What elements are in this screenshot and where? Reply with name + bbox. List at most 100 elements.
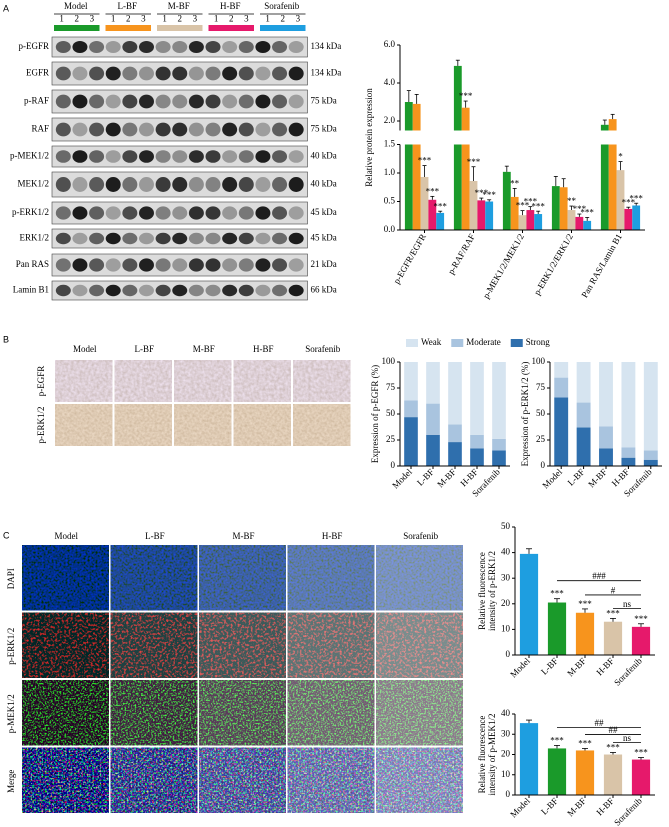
significance-label: *** bbox=[578, 738, 592, 748]
blot-band bbox=[89, 284, 105, 297]
lane-label: 3 bbox=[90, 14, 95, 24]
blot-band bbox=[188, 232, 204, 245]
group-label: L-BF bbox=[117, 1, 137, 11]
blot-band bbox=[172, 94, 188, 109]
blot-band bbox=[55, 94, 71, 109]
blot-band bbox=[238, 206, 254, 220]
bar bbox=[470, 434, 484, 449]
fluorescence-image bbox=[199, 612, 286, 678]
blot-band bbox=[238, 284, 254, 297]
ihc-column-label: Sorafenib bbox=[305, 344, 340, 354]
blot-size-label: 75 kDa bbox=[311, 124, 337, 134]
bar bbox=[554, 397, 569, 466]
blot-band bbox=[222, 122, 238, 137]
blot-band bbox=[255, 94, 271, 109]
blot-band bbox=[89, 41, 105, 53]
blot-band bbox=[288, 94, 304, 109]
blot-band bbox=[288, 41, 304, 53]
y-tick-label: 75 bbox=[386, 382, 396, 392]
fluorescence-image bbox=[376, 747, 463, 813]
blot-row-label: p-ERK1/2 bbox=[12, 207, 49, 217]
y-tick-label: 50 bbox=[501, 521, 511, 531]
significance-label: *** bbox=[531, 201, 545, 211]
ihc-image bbox=[233, 404, 291, 446]
bar bbox=[643, 459, 658, 466]
fluorescence-image bbox=[199, 680, 286, 746]
bar bbox=[426, 403, 440, 435]
bar bbox=[624, 208, 633, 230]
blot-band bbox=[55, 232, 71, 245]
blot-band bbox=[122, 258, 138, 272]
blot-band bbox=[188, 206, 204, 220]
bar bbox=[404, 417, 418, 466]
legend-label: Weak bbox=[421, 337, 442, 347]
ihc-image bbox=[114, 404, 172, 446]
blot-band bbox=[55, 41, 71, 53]
fluorescence-column-label: Model bbox=[55, 531, 79, 541]
lane-label: 2 bbox=[229, 14, 234, 24]
blot-band bbox=[188, 41, 204, 53]
fluorescence-image bbox=[199, 747, 286, 813]
blot-band bbox=[222, 41, 238, 53]
significance-label: *** bbox=[578, 599, 592, 609]
ihc-image bbox=[174, 404, 232, 446]
x-tick-label: M-BF bbox=[586, 467, 609, 490]
blot-band bbox=[122, 122, 138, 137]
y-axis-label: Expression of p-EGFR (%) bbox=[370, 365, 380, 463]
blot-band bbox=[172, 41, 188, 53]
blot-band bbox=[205, 150, 221, 163]
fluorescence-image bbox=[22, 545, 109, 611]
blot-band bbox=[55, 150, 71, 163]
bar bbox=[632, 205, 641, 230]
blot-band bbox=[155, 94, 171, 109]
blot-row-label: MEK1/2 bbox=[18, 179, 50, 189]
fluorescence-image bbox=[287, 612, 375, 678]
y-tick-label: 4.0 bbox=[384, 77, 396, 87]
lane-label: 3 bbox=[244, 14, 249, 24]
fluorescence-image bbox=[287, 747, 375, 813]
blot-band bbox=[138, 122, 154, 137]
y-tick-label: 1.5 bbox=[384, 139, 396, 149]
significance-label: *** bbox=[606, 743, 620, 753]
significance-label: *** bbox=[418, 156, 432, 166]
panel-label: C bbox=[3, 530, 10, 540]
x-tick-label: Model bbox=[508, 655, 532, 679]
lane-label: 2 bbox=[75, 14, 80, 24]
bar bbox=[426, 362, 440, 404]
fluorescence-image bbox=[110, 545, 198, 611]
group-color-bar bbox=[157, 25, 203, 31]
blot-band bbox=[172, 258, 188, 272]
blot-row-label: p-MEK1/2 bbox=[10, 151, 49, 161]
group-label: Model bbox=[64, 1, 88, 11]
bar bbox=[485, 201, 494, 230]
blot-band bbox=[272, 94, 288, 109]
blot-band bbox=[255, 232, 271, 245]
ihc-image bbox=[174, 360, 232, 402]
y-tick-label: 50 bbox=[386, 408, 396, 418]
fluorescence-image bbox=[376, 545, 463, 611]
blot-band bbox=[155, 150, 171, 163]
y-tick-label: 40 bbox=[501, 547, 511, 557]
significance-label: *** bbox=[467, 157, 481, 167]
blot-band bbox=[222, 150, 238, 163]
x-tick-label: Pan RAS/Lamin B1 bbox=[579, 232, 624, 299]
significance-label: *** bbox=[634, 614, 648, 624]
blot-size-label: 66 kDa bbox=[311, 285, 337, 295]
blot-band bbox=[55, 177, 71, 192]
blot-band bbox=[172, 150, 188, 163]
lane-label: 1 bbox=[59, 14, 64, 24]
y-tick-label: 0 bbox=[541, 460, 546, 470]
blot-band bbox=[138, 232, 154, 245]
bar bbox=[404, 102, 413, 230]
bar bbox=[600, 124, 609, 230]
lane-label: 1 bbox=[265, 14, 270, 24]
blot-band bbox=[105, 232, 121, 245]
bar bbox=[559, 187, 568, 230]
significance-label: *** bbox=[433, 201, 447, 211]
blot-band bbox=[138, 94, 154, 109]
blot-row-label: ERK1/2 bbox=[19, 233, 49, 243]
bar bbox=[470, 448, 484, 466]
blot-band bbox=[89, 232, 105, 245]
y-axis-label: Relative protein expression bbox=[364, 88, 374, 187]
bar bbox=[643, 362, 658, 451]
